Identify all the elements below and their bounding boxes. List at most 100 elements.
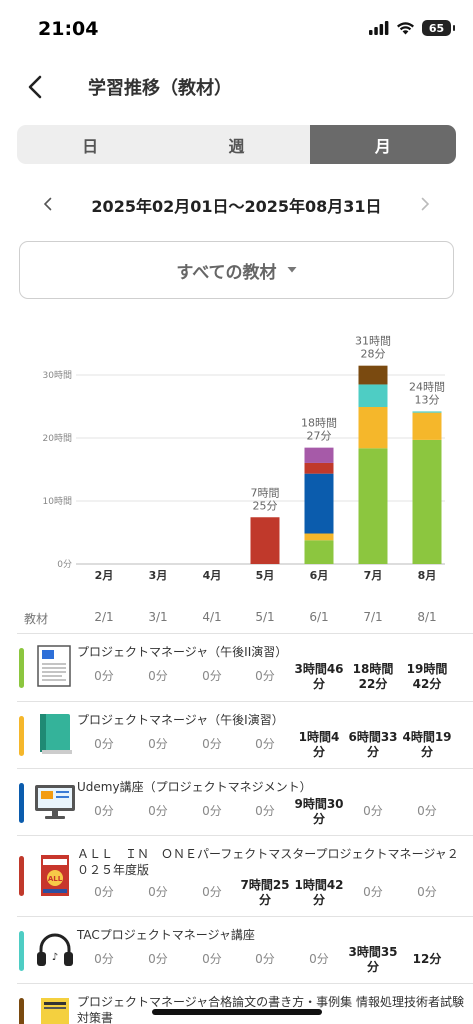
- y-tick-label: 30時間: [43, 370, 72, 381]
- study-time-cell: 4時間19 分: [402, 730, 452, 759]
- green-book-icon: [32, 712, 80, 758]
- study-time-cell: 0分: [94, 669, 114, 683]
- status-time: 21:04: [38, 18, 99, 40]
- study-time-cell: 0分: [148, 737, 168, 751]
- study-time-cell: 0分: [94, 804, 114, 818]
- caret-down-icon: [287, 267, 297, 273]
- tab-week[interactable]: 週: [228, 136, 245, 156]
- bar-segment: [304, 447, 334, 463]
- bar-total-label: 27分: [307, 430, 332, 443]
- material-color-bar: [19, 716, 24, 756]
- bar-segment: [304, 533, 334, 541]
- tab-day[interactable]: 日: [82, 136, 99, 156]
- study-time-cell: 0分: [363, 804, 383, 818]
- material-select-dropdown[interactable]: すべての教材: [19, 241, 454, 299]
- study-time-cell: 1時間4 分: [298, 730, 340, 759]
- table-row[interactable]: Udemy講座（プロジェクトマネジメント） 0分 0分 0分 0分 9時間30 分 0分 0分: [17, 768, 473, 835]
- study-time-cell: 18時間 22分: [352, 662, 394, 691]
- study-time-cell: 0分: [202, 885, 222, 899]
- previous-period-button[interactable]: [36, 192, 60, 216]
- study-time-cell: 1時間42 分: [294, 878, 344, 907]
- date-range-row: 2025年02月01日〜2025年08月31日: [0, 186, 473, 222]
- material-color-bar: [19, 856, 24, 896]
- battery-level: 65: [428, 21, 445, 35]
- bar-total-label: 18時間: [301, 417, 337, 430]
- bar-total-label: 24時間: [409, 380, 445, 393]
- table-row[interactable]: プロジェクトマネージャ（午後II演習） 0分 0分 0分 0分 3時間46 分 18時間 22分…: [17, 633, 473, 701]
- y-tick-label: 0分: [57, 559, 72, 570]
- study-time-cell: 0分: [255, 804, 275, 818]
- bar-segment: [412, 439, 442, 564]
- wifi-icon: [397, 22, 414, 35]
- book-cover-icon: ALL: [32, 854, 80, 900]
- table-header-date: 5/1: [255, 610, 275, 624]
- material-title: プロジェクトマネージャ（午後I演習）: [77, 713, 284, 727]
- bar-segment: [304, 462, 334, 474]
- study-time-cell: 3時間35 分: [348, 945, 398, 974]
- table-row[interactable]: プロジェクトマネージャ合格論文の書き方・事例集 情報処理技術者試験対策書: [17, 983, 473, 1024]
- x-tick-label: 3月: [149, 569, 168, 582]
- table-header-date: 4/1: [202, 610, 222, 624]
- bar-segment: [358, 407, 388, 449]
- x-tick-label: 5月: [256, 569, 275, 582]
- study-time-cell: 0分: [94, 952, 114, 966]
- material-color-bar: [19, 783, 24, 823]
- study-time-cell: 0分: [255, 669, 275, 683]
- bar-segment: [304, 473, 334, 534]
- table-row[interactable]: プロジェクトマネージャ（午後I演習） 0分 0分 0分 0分 1時間4 分 6時間33 分 4時間…: [17, 701, 473, 768]
- yellow-book-icon: [32, 994, 80, 1024]
- next-period-button[interactable]: [413, 192, 437, 216]
- study-time-chart: 0分 10時間 20時間 30時間 2月 3月 4月 5月 7時間 25分 6月 18時間 27分 7月 3…: [0, 318, 473, 588]
- bar-total-label: 31時間: [355, 335, 391, 348]
- document-icon: [32, 644, 80, 690]
- study-time-cell: 0分: [417, 804, 437, 818]
- table-header-date: 8/1: [417, 610, 437, 624]
- material-color-bar: [19, 648, 24, 688]
- status-icons: 65: [369, 20, 455, 36]
- table-row[interactable]: ALL ＡＬＬ ＩＮ ＯＮＥパーフェクトマスタープロジェクトマネージャ２０２５年度…: [17, 835, 473, 916]
- study-time-cell: 0分: [363, 885, 383, 899]
- status-bar: 21:04 65: [0, 0, 473, 58]
- header: 学習推移（教材）: [0, 60, 473, 112]
- x-tick-label: 4月: [203, 569, 222, 582]
- study-time-cell: 0分: [202, 804, 222, 818]
- table-header-date: 6/1: [309, 610, 329, 624]
- study-time-cell: 0分: [202, 669, 222, 683]
- study-time-cell: 7時間25 分: [240, 878, 290, 907]
- back-button[interactable]: [18, 70, 52, 104]
- bar-total-label: 13分: [415, 393, 440, 406]
- bar-segment: [412, 411, 442, 413]
- cellular-signal-icon: [369, 21, 389, 35]
- bar-segment: [358, 448, 388, 564]
- chevron-left-icon: [43, 197, 52, 211]
- study-time-cell: 0分: [148, 804, 168, 818]
- material-color-bar: [19, 998, 24, 1024]
- table-header-date: 3/1: [148, 610, 168, 624]
- study-time-cell: 0分: [94, 885, 114, 899]
- y-tick-label: 20時間: [43, 433, 72, 444]
- study-time-cell: 0分: [148, 885, 168, 899]
- monitor-icon: [32, 779, 80, 825]
- study-time-cell: 6時間33 分: [348, 730, 398, 759]
- y-tick-label: 10時間: [43, 496, 72, 507]
- material-title: TACプロジェクトマネージャ講座: [77, 928, 255, 942]
- table-header: 教材 2/1 3/1 4/1 5/1 6/1 7/1 8/1: [0, 606, 473, 630]
- bar-segment: [358, 384, 388, 408]
- bar-segment: [358, 365, 388, 385]
- bar-total-label: 25分: [253, 499, 278, 512]
- material-title: Udemy講座（プロジェクトマネジメント）: [77, 780, 312, 794]
- chevron-left-icon: [28, 75, 42, 99]
- bar-segment: [250, 517, 280, 564]
- svg-text:♪: ♪: [52, 952, 58, 963]
- study-time-cell: 0分: [202, 737, 222, 751]
- svg-text:ALL: ALL: [48, 875, 63, 883]
- material-title: ＡＬＬ ＩＮ ＯＮＥパーフェクトマスタープロジェクトマネージャ２０２５年度版: [77, 847, 459, 877]
- x-tick-label: 6月: [310, 569, 329, 582]
- table-header-date: 2/1: [94, 610, 114, 624]
- study-time-cell: 12分: [412, 952, 442, 966]
- tab-month[interactable]: 月: [309, 125, 456, 164]
- study-time-cell: 9時間30 分: [294, 797, 344, 826]
- battery-icon: 65: [422, 20, 455, 36]
- period-segmented-control: 日 週 月: [17, 125, 456, 164]
- table-row[interactable]: ♪ TACプロジェクトマネージャ講座 0分 0分 0分 0分 0分 3時間35 分 12分: [17, 916, 473, 983]
